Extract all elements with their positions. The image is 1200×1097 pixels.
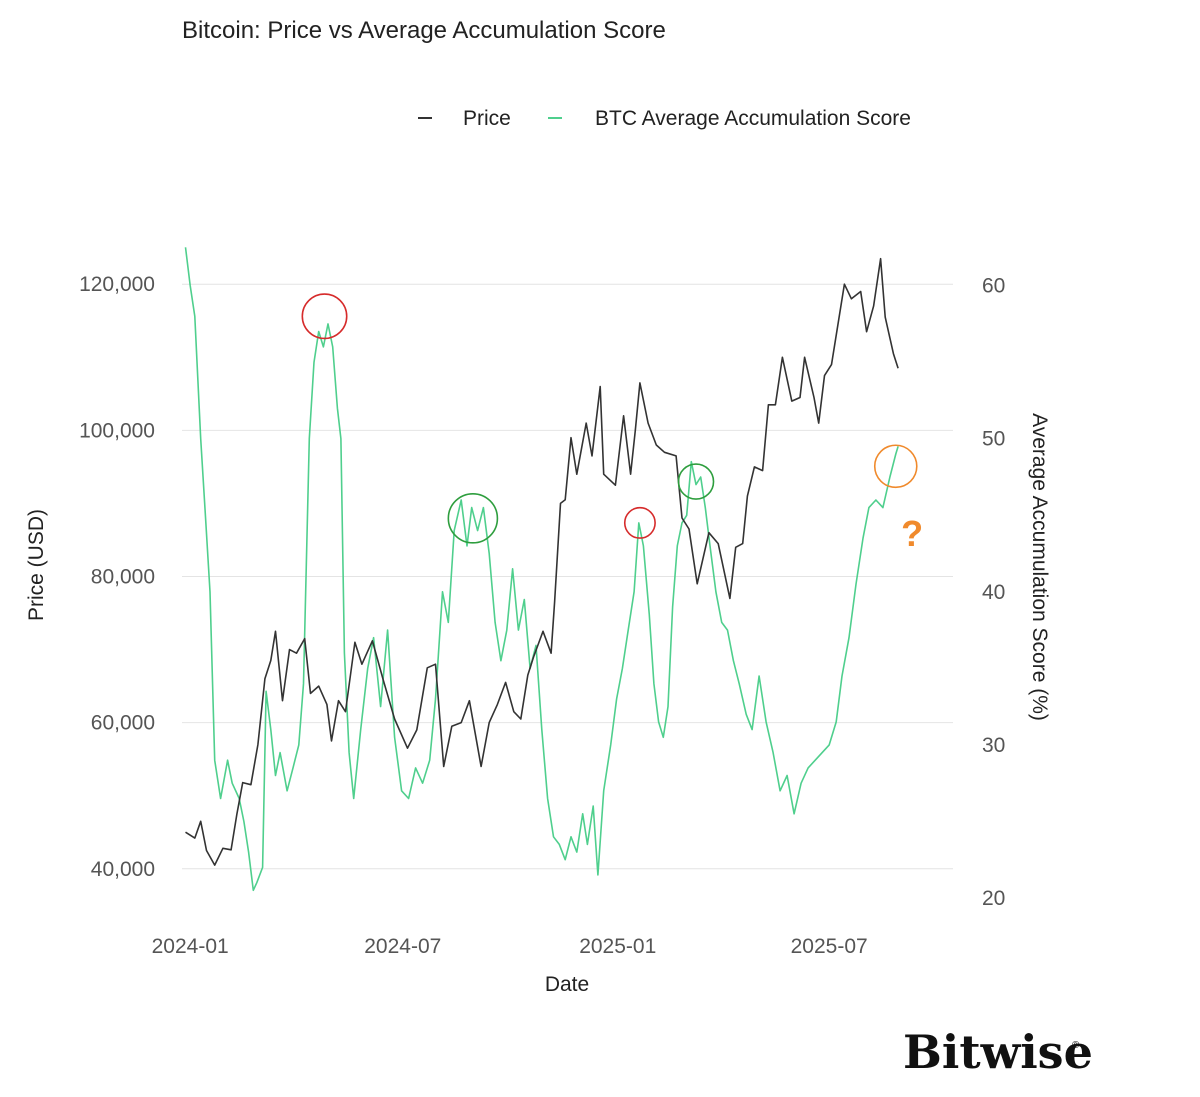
series-line-price	[185, 257, 899, 866]
x-tick-label: 2025-07	[791, 935, 868, 958]
series-layer	[184, 247, 899, 892]
bitwise-wordmark: Bitwise	[903, 1025, 1093, 1079]
y-left-tick-label: 120,000	[79, 273, 155, 296]
x-axis: 2024-01 2024-07 2025-01 2025-07	[152, 935, 868, 958]
annotation-circle-2	[623, 506, 656, 539]
y-left-tick-label: 100,000	[79, 419, 155, 442]
x-tick-label: 2024-01	[152, 935, 229, 958]
y-right-tick-label: 30	[982, 734, 1005, 757]
legend-label-price: Price	[463, 107, 511, 130]
annotation-circle-3	[677, 463, 715, 500]
y-axis-left: 40,000 60,000 80,000 100,000 120,000	[79, 273, 155, 881]
legend-label-score: BTC Average Accumulation Score	[595, 107, 911, 130]
series-line-accumulation-score	[184, 247, 899, 892]
y-left-tick-label: 40,000	[91, 858, 155, 881]
y-left-tick-label: 60,000	[91, 712, 155, 735]
gridlines	[182, 283, 953, 870]
y-left-tick-label: 80,000	[91, 566, 155, 589]
x-tick-label: 2025-01	[579, 935, 656, 958]
annotation-circle-0	[301, 293, 348, 340]
x-tick-label: 2024-07	[364, 935, 441, 958]
annotation-question-mark: ?	[901, 513, 923, 554]
y-axis-left-title: Price (USD)	[25, 509, 48, 621]
x-axis-title: Date	[545, 973, 589, 996]
annotation-circle-1	[447, 492, 499, 544]
y-axis-right-title: Average Accumulation Score (%)	[1028, 413, 1051, 721]
y-right-tick-label: 20	[982, 887, 1005, 910]
y-right-tick-label: 60	[982, 275, 1005, 298]
annotation-circle-4	[873, 444, 918, 489]
bitwise-logo: Bitwise ®	[903, 1025, 1093, 1079]
y-axis-right: 20 30 40 50 60	[982, 275, 1005, 910]
y-right-tick-label: 50	[982, 428, 1005, 451]
legend: Price BTC Average Accumulation Score	[418, 107, 911, 130]
chart-title: Bitcoin: Price vs Average Accumulation S…	[182, 17, 666, 44]
registered-mark: ®	[1072, 1040, 1080, 1051]
y-right-tick-label: 40	[982, 581, 1005, 604]
annotations: ?	[301, 293, 923, 554]
